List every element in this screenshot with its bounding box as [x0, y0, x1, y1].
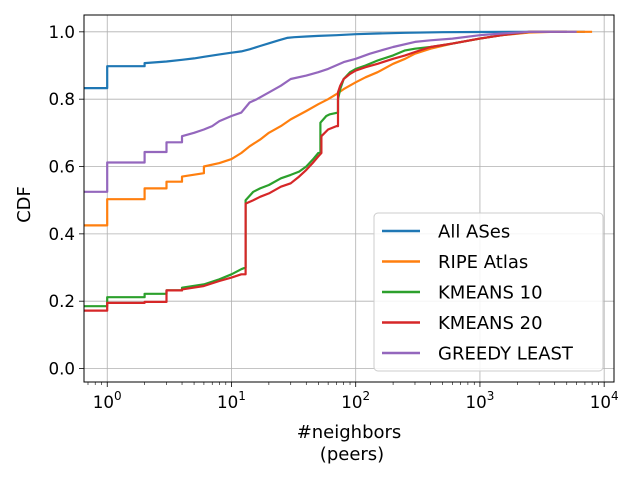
axis-ticks: 100 101 102 103 104 0.0 0.2 0.4 0.6 0.8 1.0	[48, 22, 618, 412]
plot-frame	[83, 14, 615, 383]
series-line-1	[84, 30, 585, 90]
legend-label: All ASes	[438, 222, 510, 243]
x-tick-label: 104	[590, 389, 619, 412]
x-tick-label: 102	[341, 389, 370, 412]
series-lines	[84, 30, 593, 312]
legend-label: KMEANS 10	[438, 283, 543, 304]
y-tick-label: 0.6	[48, 157, 75, 177]
y-tick-label: 0.4	[48, 224, 75, 244]
y-tick-label: 1.0	[48, 22, 75, 42]
series-line-5	[84, 30, 577, 193]
x-axis-label-unit: (peers)	[320, 444, 384, 465]
grid	[84, 15, 614, 382]
legend-label: RIPE Atlas	[438, 252, 528, 273]
y-tick-label: 0.8	[48, 89, 75, 109]
y-tick-label: 0.0	[48, 359, 75, 379]
x-tick-label: 101	[217, 389, 246, 412]
x-tick-label: 100	[93, 389, 122, 412]
x-tick-label: 103	[465, 389, 494, 412]
y-tick-label: 0.2	[48, 291, 75, 311]
series-line-2	[84, 30, 593, 227]
x-axis-label: #neighbors	[297, 422, 402, 443]
legend-label: GREEDY LEAST	[438, 344, 574, 365]
legend-label: KMEANS 20	[438, 313, 543, 334]
legend-box	[373, 212, 604, 372]
y-axis-label: CDF	[14, 186, 35, 223]
series-line-4	[84, 30, 567, 312]
legend: All ASes RIPE Atlas KMEANS 10 KMEANS 20 GREE…	[373, 212, 604, 372]
